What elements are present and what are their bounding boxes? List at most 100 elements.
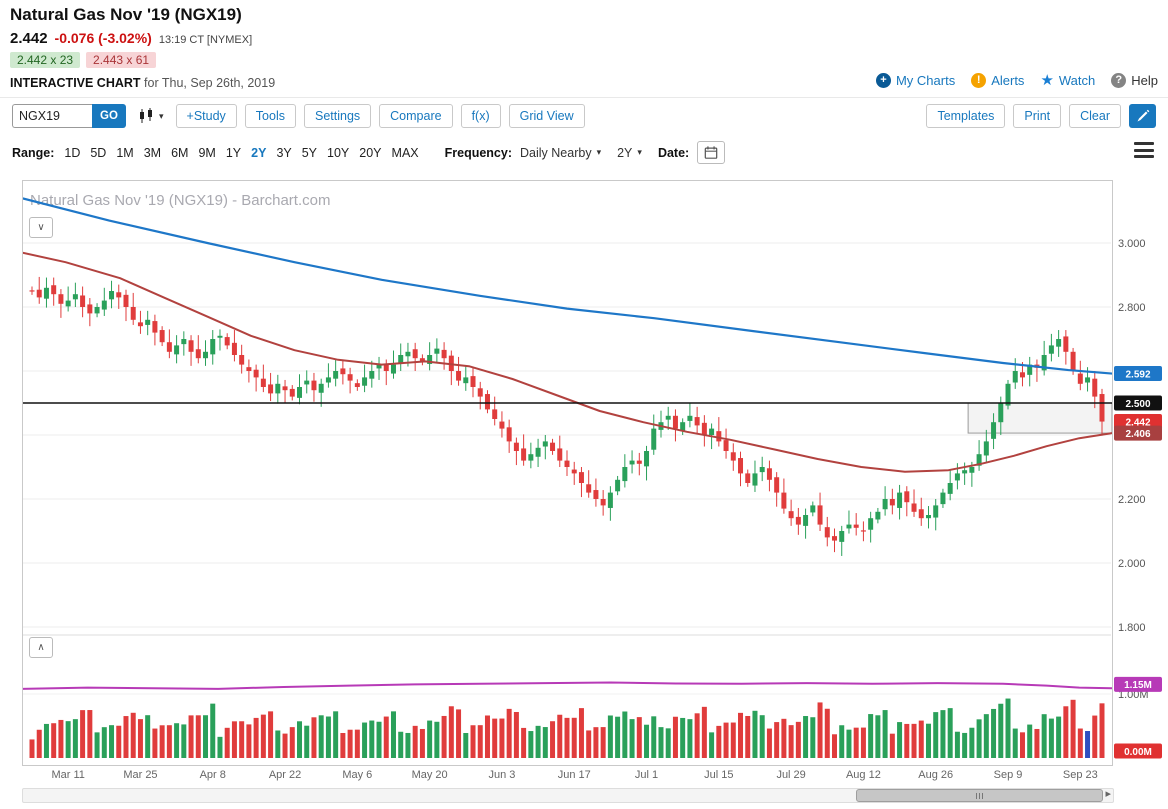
pencil-icon: [1137, 109, 1149, 122]
svg-text:Mar 11: Mar 11: [51, 769, 84, 781]
svg-text:1.800: 1.800: [1118, 622, 1146, 634]
expand-indicator-pane-button[interactable]: ∧: [29, 637, 53, 658]
range-option-max[interactable]: MAX: [391, 145, 419, 160]
range-option-5y[interactable]: 5Y: [301, 145, 318, 160]
svg-text:Jul 1: Jul 1: [635, 769, 658, 781]
period-select[interactable]: 2Y ▾: [617, 146, 642, 160]
templates-button[interactable]: Templates: [926, 104, 1006, 128]
settings-button[interactable]: Settings: [303, 104, 372, 128]
period-value: 2Y: [617, 145, 633, 160]
svg-text:Jun 3: Jun 3: [488, 769, 515, 781]
svg-text:2.406: 2.406: [1125, 429, 1150, 440]
interactive-chart-label: INTERACTIVE CHART: [10, 76, 141, 90]
range-option-1m[interactable]: 1M: [116, 145, 134, 160]
toolbar-buttons: +Study Tools Settings Compare f(x) Grid View: [175, 104, 585, 128]
svg-text:Aug 26: Aug 26: [918, 769, 953, 781]
svg-text:2.500: 2.500: [1125, 399, 1150, 410]
collapse-price-pane-button[interactable]: ∨: [29, 217, 53, 238]
chart-type-selector[interactable]: ▾: [134, 104, 168, 128]
chart-scrollbar[interactable]: ▸: [22, 788, 1114, 803]
svg-text:Jul 29: Jul 29: [776, 769, 805, 781]
ask-quote: 2.443 x 61: [86, 52, 157, 68]
interactive-chart-row: INTERACTIVE CHART for Thu, Sep 26th, 201…: [10, 76, 275, 90]
hamburger-icon: [1134, 148, 1154, 152]
chevron-down-icon: ▾: [159, 110, 164, 121]
range-option-3m[interactable]: 3M: [143, 145, 162, 160]
date-picker-button[interactable]: [697, 141, 726, 164]
symbol-input[interactable]: [12, 104, 92, 128]
watch-link[interactable]: ★ Watch: [1040, 73, 1095, 88]
alert-icon: !: [971, 73, 987, 88]
plus-circle-icon: +: [875, 73, 891, 88]
svg-text:2.592: 2.592: [1125, 369, 1150, 380]
range-option-3y[interactable]: 3Y: [276, 145, 292, 160]
calendar-icon: [704, 146, 718, 159]
svg-text:Aug 12: Aug 12: [846, 769, 881, 781]
svg-text:May 20: May 20: [412, 769, 448, 781]
svg-text:Sep 9: Sep 9: [994, 769, 1023, 781]
scrollbar-right-arrow[interactable]: ▸: [1105, 788, 1111, 800]
hamburger-icon: [1134, 142, 1154, 145]
compare-button[interactable]: Compare: [379, 104, 453, 128]
svg-text:1.00M: 1.00M: [1118, 689, 1149, 701]
range-option-10y[interactable]: 10Y: [327, 145, 350, 160]
svg-text:Jul 15: Jul 15: [704, 769, 733, 781]
svg-text:Jun 17: Jun 17: [558, 769, 591, 781]
chart-toolbar: GO ▾ +Study Tools Settings Compare f(x) Grid …: [12, 104, 585, 128]
chevron-down-icon: ▾: [637, 147, 642, 157]
range-option-20y[interactable]: 20Y: [359, 145, 382, 160]
chart-date: for Thu, Sep 26th, 2019: [144, 76, 276, 90]
chart-canvas[interactable]: 3.000 2.800 2.200 2.000 1.800 Natural Gas Nov…: [20, 180, 1168, 785]
scrollbar-thumb[interactable]: [855, 789, 1103, 802]
range-option-5d[interactable]: 5D: [90, 145, 107, 160]
tools-button[interactable]: Tools: [244, 104, 296, 128]
chart-menu-button[interactable]: [1134, 142, 1154, 158]
clear-button[interactable]: Clear: [1069, 104, 1121, 128]
svg-text:Sep 23: Sep 23: [1063, 769, 1098, 781]
print-button[interactable]: Print: [1013, 104, 1062, 128]
quote-header: Natural Gas Nov '19 (NGX19) 2.442 -0.076…: [0, 0, 1168, 98]
f-x-button[interactable]: f(x): [460, 104, 501, 128]
svg-text:Mar 25: Mar 25: [123, 769, 157, 781]
range-option-1y[interactable]: 1Y: [225, 145, 242, 160]
alerts-link[interactable]: ! Alerts: [971, 73, 1024, 88]
study-button[interactable]: +Study: [175, 104, 237, 128]
range-label: Range:: [12, 145, 55, 160]
candlestick-icon: [140, 108, 152, 123]
star-icon: ★: [1040, 72, 1054, 89]
header-links: + My Charts ! Alerts ★ Watch ? Help: [875, 73, 1158, 88]
edit-chart-button[interactable]: [1129, 104, 1156, 128]
svg-text:3.000: 3.000: [1118, 238, 1146, 250]
symbol-search-group: GO: [12, 104, 126, 128]
svg-text:Apr 8: Apr 8: [200, 769, 226, 781]
svg-text:0.00M: 0.00M: [1124, 747, 1152, 758]
my-charts-link[interactable]: + My Charts: [875, 73, 956, 88]
range-option-6m[interactable]: 6M: [171, 145, 189, 160]
my-charts-label: My Charts: [895, 73, 956, 88]
help-link[interactable]: ? Help: [1111, 73, 1158, 88]
frequency-value: Daily Nearby: [520, 145, 592, 160]
range-option-1d[interactable]: 1D: [64, 145, 81, 160]
go-button[interactable]: GO: [92, 104, 126, 128]
frequency-label: Frequency:: [444, 145, 513, 160]
interactive-chart[interactable]: 3.000 2.800 2.200 2.000 1.800 Natural Gas Nov…: [20, 180, 1168, 785]
price-row: 2.442 -0.076 (-3.02%) 13:19 CT [NYMEX]: [10, 30, 252, 47]
range-bar: Range: 1D 5D 1M 3M 6M 9M 1Y 2Y 3Y 5Y 10Y 20Y MAX Fre…: [12, 141, 726, 164]
toolbar-right-buttons: Templates Print Clear: [926, 104, 1121, 128]
range-option-2y[interactable]: 2Y: [251, 145, 267, 160]
bid-ask-row: 2.442 x 23 2.443 x 61: [10, 52, 157, 68]
date-label: Date:: [657, 145, 690, 160]
svg-text:2.442: 2.442: [1125, 417, 1150, 428]
range-option-9m[interactable]: 9M: [198, 145, 216, 160]
quote-time: 13:19 CT [NYMEX]: [158, 34, 253, 46]
help-label: Help: [1131, 73, 1158, 88]
chart-toolbar-right: Templates Print Clear: [926, 104, 1156, 128]
svg-text:2.200: 2.200: [1118, 494, 1146, 506]
grid-view-button[interactable]: Grid View: [508, 104, 585, 128]
svg-text:2.000: 2.000: [1118, 558, 1146, 570]
range-options: 1D 5D 1M 3M 6M 9M 1Y 2Y 3Y 5Y 10Y 20Y MAX: [64, 146, 428, 160]
frequency-select[interactable]: Daily Nearby ▾: [520, 146, 601, 160]
question-circle-icon: ?: [1111, 73, 1127, 88]
svg-text:2.800: 2.800: [1118, 302, 1146, 314]
svg-text:Natural Gas Nov '19 (NGX19) -: Natural Gas Nov '19 (NGX19) - Barchart.c…: [30, 192, 330, 209]
